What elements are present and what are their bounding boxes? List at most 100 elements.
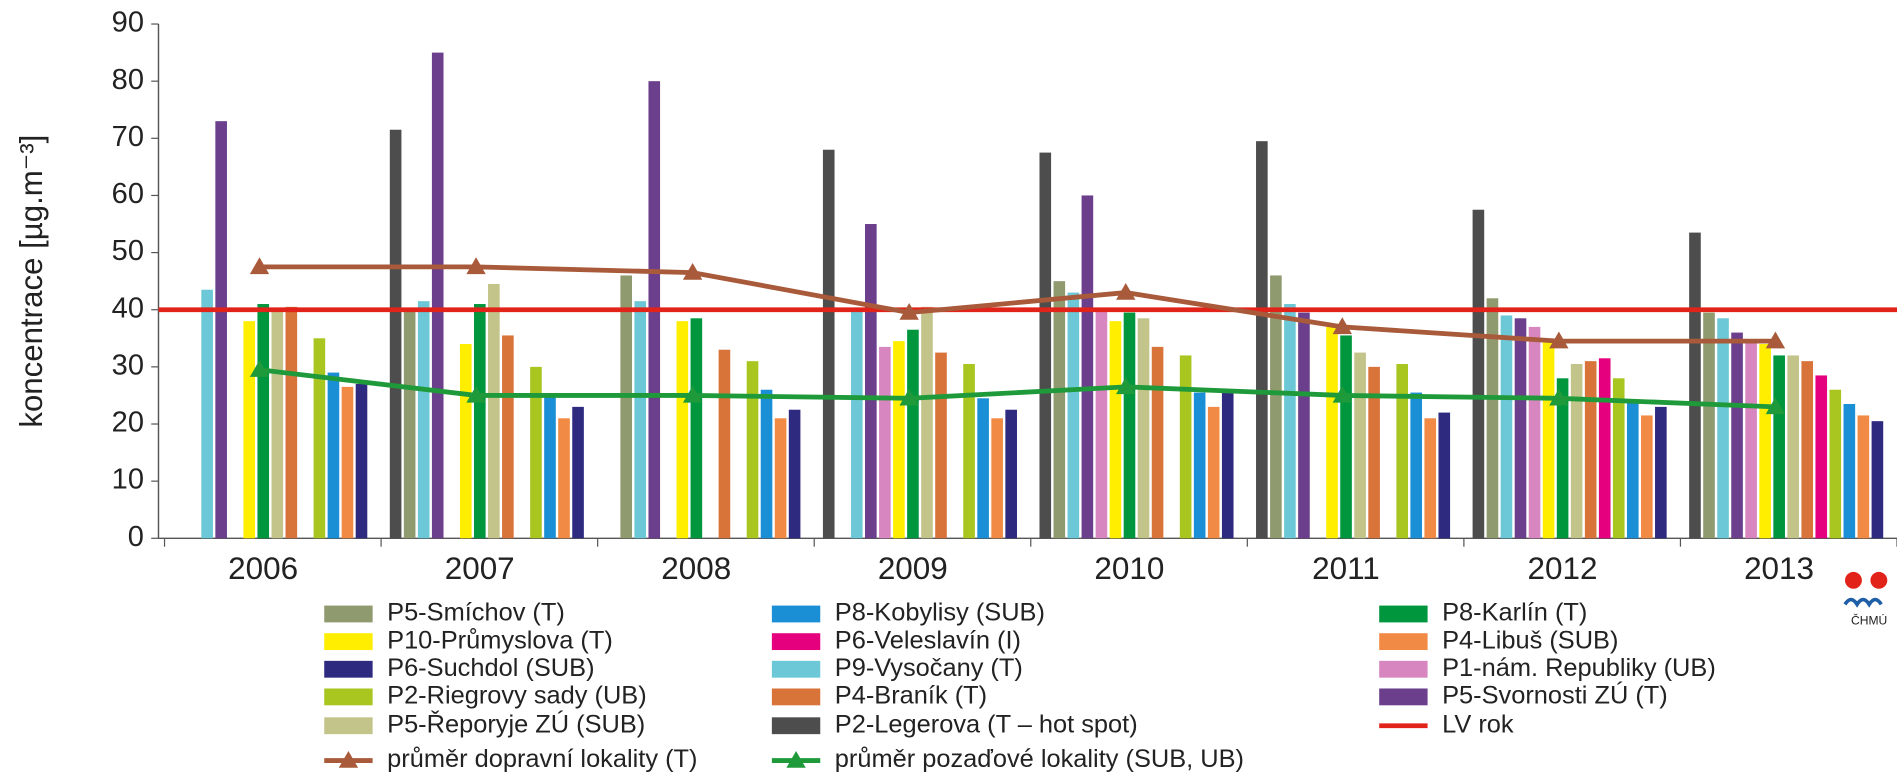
bar — [1815, 375, 1828, 539]
bar — [1207, 406, 1220, 539]
legend-label: P8-Kobylisy (SUB) — [835, 599, 1045, 627]
y-tick-label: 10 — [112, 464, 144, 496]
bar — [215, 121, 227, 539]
x-tick-label: 2009 — [878, 551, 948, 586]
bar — [1137, 318, 1150, 539]
bar — [1326, 326, 1338, 539]
bar — [620, 275, 633, 539]
bar — [243, 321, 256, 539]
bar — [1424, 418, 1437, 539]
bar — [1514, 318, 1527, 539]
x-tick-label: 2013 — [1744, 551, 1814, 586]
marker — [899, 388, 919, 406]
bar — [1354, 352, 1366, 539]
bar — [1438, 412, 1451, 539]
x-tick-label: 2006 — [228, 551, 298, 586]
legend-label: P6-Veleslavín (I) — [835, 626, 1021, 654]
y-tick-label: 80 — [112, 64, 144, 96]
bar — [1759, 344, 1771, 539]
bar — [850, 309, 863, 539]
bar — [1801, 361, 1814, 539]
legend-label: P4-Braník (T) — [835, 682, 987, 710]
bar — [530, 366, 542, 539]
marker — [1332, 317, 1352, 335]
marker — [1116, 282, 1136, 300]
bar — [1871, 421, 1884, 539]
bar — [271, 309, 284, 539]
bar — [760, 389, 773, 539]
bar — [718, 349, 731, 539]
bar — [1472, 209, 1485, 539]
bar — [1626, 401, 1639, 539]
marker — [1549, 388, 1569, 406]
marker — [1765, 397, 1786, 415]
legend-label: průměr pozaďové lokality (SUB, UB) — [835, 745, 1244, 773]
bar — [1053, 281, 1066, 539]
y-tick-label: 0 — [128, 521, 144, 553]
bar — [403, 309, 416, 539]
bar — [788, 409, 801, 539]
legend-swatch — [771, 688, 821, 706]
x-tick-label: 2010 — [1094, 551, 1164, 586]
marker — [249, 360, 270, 377]
x-tick-label: 2008 — [661, 551, 731, 586]
bar — [1221, 392, 1234, 539]
bar — [1270, 275, 1282, 539]
bar — [1689, 232, 1701, 539]
bar — [1109, 321, 1122, 539]
bar — [822, 149, 835, 539]
legend-label: LV rok — [1442, 710, 1514, 738]
legend-swatch — [1379, 605, 1428, 623]
marker — [249, 257, 270, 275]
bar — [1193, 392, 1206, 539]
bar — [1655, 406, 1667, 539]
bar — [1829, 389, 1842, 539]
bar — [634, 301, 647, 539]
bar — [1843, 404, 1856, 539]
bar — [1556, 378, 1569, 539]
bar — [474, 304, 486, 539]
marker — [682, 385, 703, 403]
bar — [1500, 315, 1513, 539]
bar — [1787, 355, 1800, 539]
legend-label: P5-Smíchov (T) — [387, 599, 565, 627]
logo-text: ČHMÚ — [1851, 612, 1887, 627]
bar — [1717, 318, 1729, 539]
bar — [417, 301, 430, 539]
bar — [257, 304, 270, 539]
legend-label: P5-Svornosti ZÚ (T) — [1442, 681, 1668, 710]
bar — [1298, 312, 1310, 539]
y-tick-label: 50 — [112, 235, 144, 267]
y-tick-label: 40 — [112, 292, 144, 324]
x-tick-label: 2007 — [445, 551, 515, 586]
logo — [1844, 571, 1862, 589]
bar — [1745, 341, 1757, 539]
bar — [1396, 364, 1408, 539]
marker — [466, 385, 486, 403]
bar — [991, 418, 1003, 539]
y-tick-label: 20 — [112, 407, 144, 439]
bar — [1151, 346, 1164, 539]
legend-label: P5-Řeporyje ZÚ (SUB) — [387, 709, 645, 738]
bar — [879, 346, 891, 539]
bar — [977, 398, 989, 539]
bar — [1857, 415, 1870, 539]
legend-swatch — [1379, 660, 1428, 678]
bar — [355, 384, 368, 539]
marker — [682, 262, 703, 280]
bar — [1773, 355, 1785, 539]
marker — [1332, 385, 1352, 403]
bar — [285, 306, 298, 539]
bar — [341, 386, 354, 539]
bar — [865, 224, 877, 539]
bar — [459, 344, 472, 539]
legend-swatch — [771, 660, 821, 678]
bar — [1081, 195, 1094, 539]
y-tick-label: 70 — [112, 121, 144, 153]
bar — [1703, 312, 1715, 539]
bar — [431, 52, 444, 539]
bar — [1256, 141, 1268, 539]
bar — [921, 306, 933, 539]
